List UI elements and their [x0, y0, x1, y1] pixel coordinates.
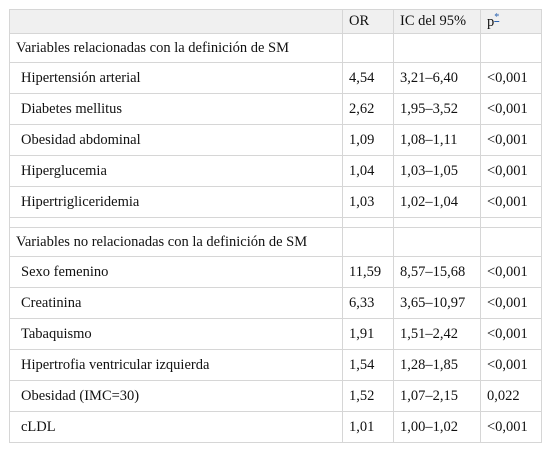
row-or: 4,54: [342, 62, 394, 94]
section-title: Variables no relacionadas con la definic…: [9, 227, 343, 257]
table-row: Obesidad abdominal 1,09 1,08–1,11 <0,001: [9, 124, 542, 156]
row-or: 1,54: [342, 349, 394, 381]
header-or: OR: [342, 9, 394, 34]
row-or: 1,03: [342, 186, 394, 218]
row-p: <0,001: [480, 62, 542, 94]
row-p: <0,001: [480, 256, 542, 288]
row-label: Creatinina: [9, 287, 343, 319]
row-p: <0,001: [480, 155, 542, 187]
row-label: Sexo femenino: [9, 256, 343, 288]
row-ci: 1,00–1,02: [393, 411, 481, 443]
row-ci: 8,57–15,68: [393, 256, 481, 288]
row-ci: 1,02–1,04: [393, 186, 481, 218]
row-label: Obesidad abdominal: [9, 124, 343, 156]
row-ci: 1,03–1,05: [393, 155, 481, 187]
row-ci: 1,95–3,52: [393, 93, 481, 125]
row-or: 1,04: [342, 155, 394, 187]
row-or: 1,52: [342, 380, 394, 412]
footnote-link[interactable]: *: [494, 12, 500, 23]
row-ci: 3,65–10,97: [393, 287, 481, 319]
row-p: <0,001: [480, 318, 542, 350]
row-p: <0,001: [480, 124, 542, 156]
section-header-row: Variables relacionadas con la definición…: [9, 33, 542, 63]
row-or: 1,91: [342, 318, 394, 350]
row-label: Hipertrigliceridemia: [9, 186, 343, 218]
row-label: Obesidad (IMC=30): [9, 380, 343, 412]
table-row: Creatinina 6,33 3,65–10,97 <0,001: [9, 287, 542, 319]
row-or: 6,33: [342, 287, 394, 319]
table-row: Hipertrofia ventricular izquierda 1,54 1…: [9, 349, 542, 381]
header-variable: [9, 9, 343, 34]
row-label: Hipertensión arterial: [9, 62, 343, 94]
row-or: 1,01: [342, 411, 394, 443]
table-row: Tabaquismo 1,91 1,51–2,42 <0,001: [9, 318, 542, 350]
table-row: cLDL 1,01 1,00–1,02 <0,001: [9, 411, 542, 443]
row-p: <0,001: [480, 349, 542, 381]
row-or: 1,09: [342, 124, 394, 156]
row-ci: 3,21–6,40: [393, 62, 481, 94]
header-ci: IC del 95%: [393, 9, 481, 34]
section-header-row: Variables no relacionadas con la definic…: [9, 227, 542, 257]
table-row: Hipertrigliceridemia 1,03 1,02–1,04 <0,0…: [9, 186, 542, 218]
row-ci: 1,07–2,15: [393, 380, 481, 412]
row-p: <0,001: [480, 93, 542, 125]
row-p: <0,001: [480, 287, 542, 319]
section-title: Variables relacionadas con la definición…: [9, 33, 343, 63]
row-label: Hiperglucemia: [9, 155, 343, 187]
table-row: Obesidad (IMC=30) 1,52 1,07–2,15 0,022: [9, 380, 542, 412]
table-row: Hipertensión arterial 4,54 3,21–6,40 <0,…: [9, 62, 542, 94]
row-ci: 1,51–2,42: [393, 318, 481, 350]
row-ci: 1,28–1,85: [393, 349, 481, 381]
row-or: 11,59: [342, 256, 394, 288]
table-row: Hiperglucemia 1,04 1,03–1,05 <0,001: [9, 155, 542, 187]
row-label: Hipertrofia ventricular izquierda: [9, 349, 343, 381]
header-p: p*: [480, 9, 542, 34]
row-or: 2,62: [342, 93, 394, 125]
row-p: <0,001: [480, 411, 542, 443]
row-p: <0,001: [480, 186, 542, 218]
row-label: Diabetes mellitus: [9, 93, 343, 125]
table-row: Sexo femenino 11,59 8,57–15,68 <0,001: [9, 256, 542, 288]
table-row: Diabetes mellitus 2,62 1,95–3,52 <0,001: [9, 93, 542, 125]
header-row: OR IC del 95% p*: [9, 9, 542, 34]
row-label: Tabaquismo: [9, 318, 343, 350]
results-table: OR IC del 95% p* Variables relacionadas …: [9, 9, 542, 443]
header-p-label: p: [487, 14, 495, 30]
row-ci: 1,08–1,11: [393, 124, 481, 156]
spacer-row: [9, 217, 542, 228]
row-label: cLDL: [9, 411, 343, 443]
row-p: 0,022: [480, 380, 542, 412]
